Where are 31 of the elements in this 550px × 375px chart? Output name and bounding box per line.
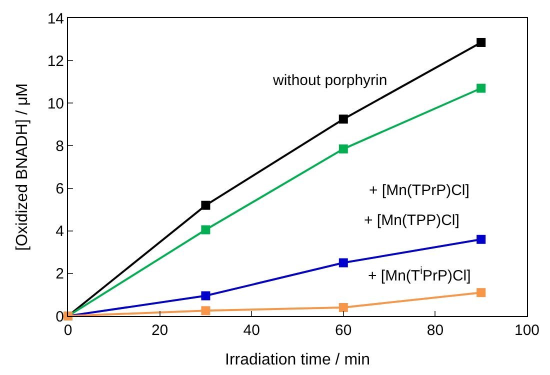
point: [201, 291, 210, 300]
point: [201, 306, 210, 316]
y-tick-label: 6: [56, 180, 64, 198]
x-tick-label: 80: [426, 322, 444, 339]
point: [201, 225, 210, 234]
point: [338, 302, 348, 312]
point: [338, 258, 348, 268]
text: + [Mn(TPrP)Cl]: [369, 182, 470, 199]
x-tick-label: 40: [243, 322, 260, 339]
y-tick-label: 12: [47, 52, 64, 70]
x-tick-label: 20: [151, 322, 168, 339]
x-tick-label: 100: [514, 322, 540, 339]
series-label: + [Mn(T$^{i}$PrP)Cl]: [368, 265, 471, 284]
y-tick-label: 4: [56, 223, 64, 240]
point: [338, 144, 348, 154]
series-label: + [Mn(TPP)Cl]: [364, 212, 460, 229]
point: [476, 84, 486, 93]
x-axis-title: Irradiation time / min: [225, 352, 370, 369]
y-tick-label: 0: [56, 308, 64, 326]
y-axis-title: [Oxidized BNADH] / μM: [14, 83, 32, 251]
x-tick-label: 60: [335, 322, 352, 339]
series-label: without porphyrin: [272, 72, 388, 89]
y-tick-label: 8: [56, 138, 64, 155]
point: [476, 38, 486, 47]
point: [338, 114, 348, 124]
y-tick-label: 14: [47, 10, 64, 28]
point: [476, 234, 486, 244]
y-tick-label: 2: [56, 266, 64, 283]
point: [476, 288, 486, 298]
point: [201, 200, 210, 210]
y-tick-label: 10: [47, 95, 64, 112]
